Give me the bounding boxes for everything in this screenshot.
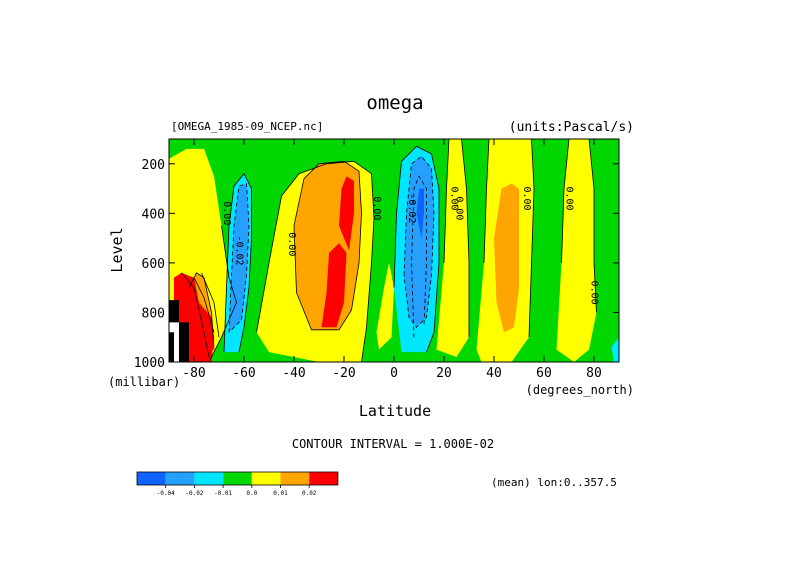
contour-line bbox=[443, 139, 450, 263]
colorbar-swatch bbox=[137, 472, 166, 485]
x-tick-label: 0 bbox=[390, 366, 398, 381]
x-tick-label: -20 bbox=[332, 366, 355, 381]
colorbar-swatch bbox=[280, 472, 310, 485]
colorbar-label: 0.02 bbox=[302, 490, 317, 497]
contour-line bbox=[201, 272, 220, 338]
colorbar-label: -0.01 bbox=[214, 490, 232, 497]
colorbar-swatch bbox=[194, 472, 224, 485]
chart-title: omega bbox=[366, 92, 423, 114]
contour-line bbox=[193, 277, 215, 333]
negative-contour-line bbox=[403, 155, 435, 328]
y-tick-label: 400 bbox=[142, 207, 165, 222]
y-tick-label: 800 bbox=[142, 306, 165, 321]
contour-line bbox=[293, 160, 362, 331]
contour-line bbox=[528, 139, 535, 338]
colorbar-swatch bbox=[309, 472, 338, 485]
contour-line bbox=[208, 225, 237, 362]
units-label: (units:Pascal/s) bbox=[509, 120, 634, 135]
region-2-1 bbox=[321, 243, 347, 328]
contour-labels: 0.00-0.02 0.000.00 -0.02 0.000.00 0.00 0.000.… bbox=[221, 186, 600, 304]
region-3-2 bbox=[611, 337, 619, 362]
y-tick-label: 1000 bbox=[134, 356, 165, 371]
region-1-1 bbox=[494, 183, 519, 333]
contour-line bbox=[393, 145, 440, 353]
dataset-label: [OMEGA_1985-09_NCEP.nc] bbox=[171, 120, 323, 133]
region-7-0 bbox=[169, 322, 179, 362]
contour-line bbox=[256, 195, 282, 333]
contour-line bbox=[461, 139, 470, 338]
x-tick-label: -60 bbox=[232, 366, 255, 381]
region-0-2 bbox=[376, 262, 394, 350]
region-0-3 bbox=[436, 139, 469, 357]
y-tick-label: 200 bbox=[142, 158, 165, 173]
contour-label: -0.02 bbox=[234, 235, 245, 265]
colorbar-frame bbox=[136, 471, 339, 486]
contour-label: 0.00 bbox=[221, 201, 232, 225]
x-tick-label: 20 bbox=[436, 366, 452, 381]
shaded-regions bbox=[169, 139, 619, 362]
y-axis-label: Level bbox=[108, 227, 126, 272]
negative-contour-line bbox=[411, 175, 427, 338]
contour-label: 0.00 bbox=[521, 186, 532, 210]
colorbar-swatch bbox=[165, 472, 195, 485]
contour-line bbox=[181, 272, 210, 358]
contour-label: -0.02 bbox=[406, 193, 417, 223]
x-tick-label: 60 bbox=[536, 366, 552, 381]
colorbar-label: -0.02 bbox=[185, 490, 203, 497]
contour-label: 0.00 bbox=[449, 186, 460, 210]
colorbar-label: 0.01 bbox=[273, 490, 288, 497]
negative-contour-line bbox=[228, 183, 250, 333]
contour-label: 0.00 bbox=[454, 196, 465, 220]
region-5-0 bbox=[416, 188, 424, 239]
x-axis: -80 -60 -40 -20 0 20 40 60 80 bbox=[182, 139, 602, 381]
contour-line bbox=[483, 139, 490, 263]
x-axis-label: Latitude bbox=[359, 402, 431, 420]
x-tick-label: -80 bbox=[182, 366, 205, 381]
mean-note: (mean) lon:0..357.5 bbox=[491, 476, 617, 489]
x-tick-label: -40 bbox=[282, 366, 305, 381]
y-axis: 200 400 600 800 1000 bbox=[134, 158, 619, 371]
plot-area: 0.00-0.02 0.000.00 -0.02 0.000.00 0.00 0.000.… bbox=[169, 139, 619, 362]
region-0-5 bbox=[556, 139, 597, 362]
colorbar-swatch bbox=[223, 472, 252, 485]
colorbar: -0.04 -0.02 -0.01 0.0 0.01 0.02 bbox=[136, 471, 339, 497]
colorbar-label: -0.04 bbox=[157, 490, 175, 497]
region-2-0 bbox=[339, 176, 354, 251]
x-tick-label: 40 bbox=[486, 366, 502, 381]
colorbar-label: 0.0 bbox=[246, 490, 257, 497]
contour-label: 0.00 bbox=[371, 196, 382, 220]
y-units-label: (millibar) bbox=[108, 375, 180, 389]
contour-line bbox=[223, 172, 252, 353]
contour-interval-label: CONTOUR INTERVAL = 1.000E-02 bbox=[292, 437, 494, 451]
colorbar-swatch bbox=[251, 472, 281, 485]
contour-label: 0.00 bbox=[564, 186, 575, 210]
contour-label: 0.00 bbox=[589, 281, 600, 305]
contour-line bbox=[588, 139, 597, 313]
x-units-label: (degrees_north) bbox=[526, 383, 634, 397]
region-4-1 bbox=[404, 156, 434, 328]
y-tick-label: 600 bbox=[142, 257, 165, 272]
contour-lines bbox=[181, 139, 597, 362]
x-tick-label: 80 bbox=[586, 366, 602, 381]
contour-line bbox=[561, 139, 570, 263]
contour-line bbox=[281, 160, 375, 362]
contour-label: 0.00 bbox=[286, 232, 297, 256]
region-0-6 bbox=[319, 352, 357, 362]
